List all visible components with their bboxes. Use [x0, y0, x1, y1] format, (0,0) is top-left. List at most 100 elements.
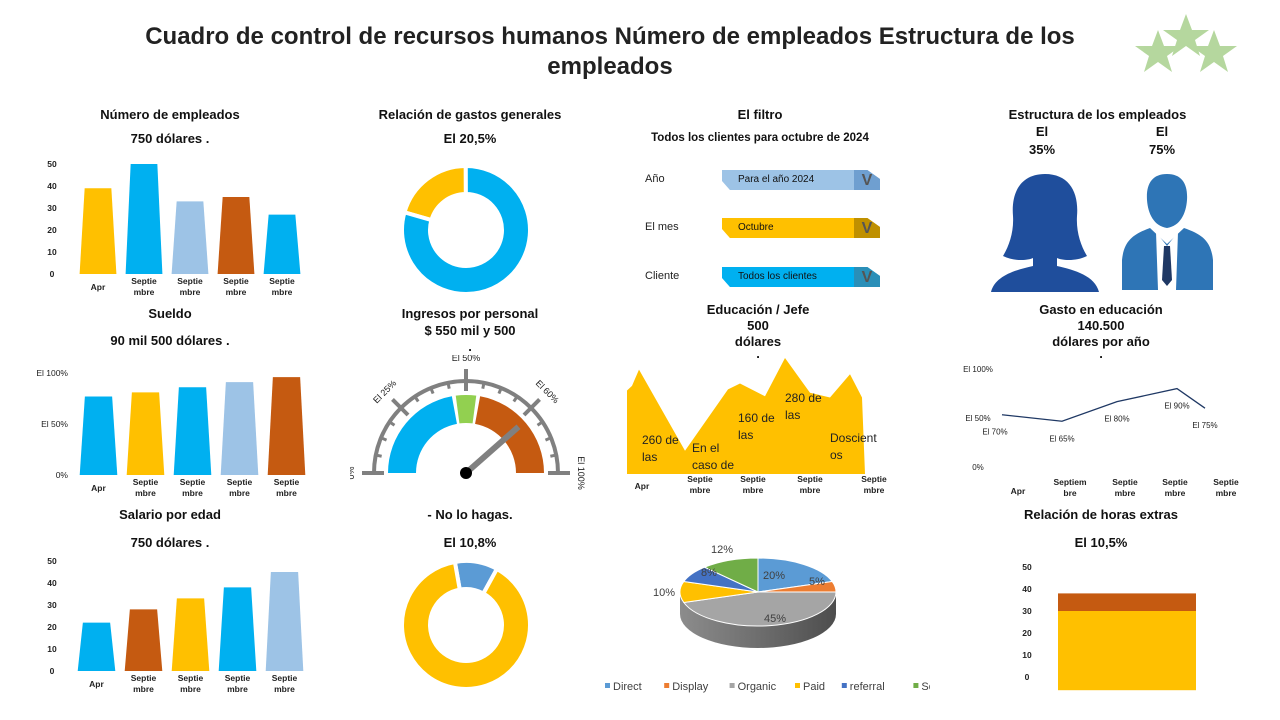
bar [79, 188, 117, 274]
age-salary-title: Salario por edad [119, 507, 221, 522]
gauge-tick [380, 436, 388, 442]
gauge-tick-label: 0% [350, 466, 356, 479]
x-tick-label: mbre [1216, 488, 1237, 498]
data-label: las [642, 450, 657, 464]
data-label: En el [692, 441, 719, 455]
x-tick-label: Septie [1213, 477, 1239, 487]
x-tick-label: mbre [800, 485, 821, 495]
filter-dropdown[interactable]: Para el año 2024 V [722, 170, 880, 190]
salary-chart: 0%El 50%El 100%AprSeptiembreSeptiembreSe… [36, 368, 306, 498]
y-tick-label: 20 [47, 225, 57, 235]
x-tick-label: Septie [178, 673, 204, 683]
legend-label: Direct [613, 681, 642, 693]
education-subtitle: 500 [747, 318, 769, 333]
data-label: las [785, 408, 800, 422]
bar [173, 387, 212, 475]
stars-logo-icon [1135, 14, 1237, 72]
bar [263, 214, 301, 274]
x-tick-label: Septie [740, 474, 766, 484]
filter-dropdown[interactable]: Octubre V [722, 218, 880, 238]
bar [265, 572, 304, 671]
data-label: 45% [764, 613, 786, 625]
data-label: 260 de [642, 433, 679, 447]
male-percent: 75% [1148, 142, 1176, 157]
gauge-segment [455, 395, 477, 424]
x-tick-label: Septie [223, 276, 249, 286]
gauge-tick-label: El 50% [452, 355, 481, 363]
x-tick-label: Apr [1011, 486, 1026, 496]
y-tick-label: 50 [47, 556, 57, 566]
dont-donut-chart [400, 559, 532, 691]
female-label: El [1035, 124, 1049, 139]
x-tick-label: Septie [225, 673, 251, 683]
data-label: 5% [809, 576, 825, 588]
x-tick-label: Septie [687, 474, 713, 484]
x-tick-label: mbre [1115, 488, 1136, 498]
x-tick-label: Septie [227, 477, 253, 487]
education-dot: . [756, 346, 760, 361]
salary-subtitle: 90 mil 500 dólares . [110, 333, 230, 348]
area-series [627, 358, 865, 474]
dont-subtitle: El 10,8% [443, 535, 497, 550]
x-tick-label: Septiem [1053, 477, 1087, 487]
y-tick-label: El 50% [965, 414, 990, 423]
x-tick-label: Septie [131, 276, 157, 286]
edu-spend-subtitle: 140.500 [1077, 318, 1125, 333]
x-tick-label: mbre [134, 287, 155, 297]
stacked-bar-segment [1058, 593, 1196, 611]
bar [77, 622, 116, 671]
data-label: 10% [653, 587, 675, 599]
y-tick-label: 10 [47, 644, 57, 654]
x-tick-label: mbre [690, 485, 711, 495]
education-area-chart: 260 de las En el caso de 160 de las 280 de las D… [627, 358, 887, 495]
data-label: El 65% [1049, 434, 1074, 443]
x-tick-label: mbre [276, 488, 297, 498]
legend-label: Paid [803, 681, 825, 693]
y-tick-label: 0 [1025, 672, 1030, 682]
expenses-donut-chart [400, 163, 532, 296]
y-tick-label: 20 [1022, 628, 1032, 638]
gauge-needle-hub [460, 467, 472, 479]
data-label: El 70% [982, 428, 1007, 437]
y-tick-label: El 100% [963, 365, 993, 374]
data-label: caso de [692, 458, 734, 472]
stacked-bar-segment [1058, 611, 1196, 691]
bar [125, 164, 163, 274]
x-tick-label: mbre [180, 287, 201, 297]
legend-swatch [729, 683, 735, 688]
filter-dropdown[interactable]: Todos los clientes V [722, 267, 880, 287]
legend-label: Display [672, 681, 709, 693]
gauge-tick [536, 420, 544, 427]
x-tick-label: mbre [1165, 488, 1186, 498]
chevron-down-icon[interactable]: V [854, 170, 880, 190]
gauge-tick [497, 387, 503, 395]
legend-label: Social [921, 681, 930, 693]
female-silhouette-icon [991, 174, 1099, 292]
gauge-tick [481, 382, 486, 389]
chevron-down-icon[interactable]: V [854, 267, 880, 287]
x-tick-label: mbre [226, 287, 247, 297]
overtime-chart: 0 10 20 30 40 50 [1022, 562, 1196, 691]
y-tick-label: 0 [50, 269, 55, 279]
bar [220, 382, 259, 475]
x-tick-label: bre [1063, 488, 1077, 498]
gauge-tick-label: El 100% [576, 456, 586, 490]
legend-label: referral [850, 681, 885, 693]
income-subtitle: $ 550 mil y 500 [424, 323, 516, 338]
legend-swatch [795, 683, 800, 688]
chevron-down-icon[interactable]: V [854, 218, 880, 238]
x-tick-label: mbre [274, 684, 295, 694]
donut-slice [400, 559, 532, 691]
gauge-tick [446, 382, 451, 389]
data-label: 20% [763, 570, 785, 582]
x-tick-label: Apr [91, 483, 106, 493]
dont-title: - No lo hagas. [427, 507, 513, 522]
salary-title: Sueldo [148, 306, 192, 321]
data-label: 8% [701, 567, 717, 579]
gauge-tick [429, 387, 435, 395]
pie-slice [757, 557, 834, 593]
gauge-tick [388, 420, 396, 427]
x-tick-label: Septie [269, 276, 295, 286]
x-tick-label: mbre [135, 488, 156, 498]
